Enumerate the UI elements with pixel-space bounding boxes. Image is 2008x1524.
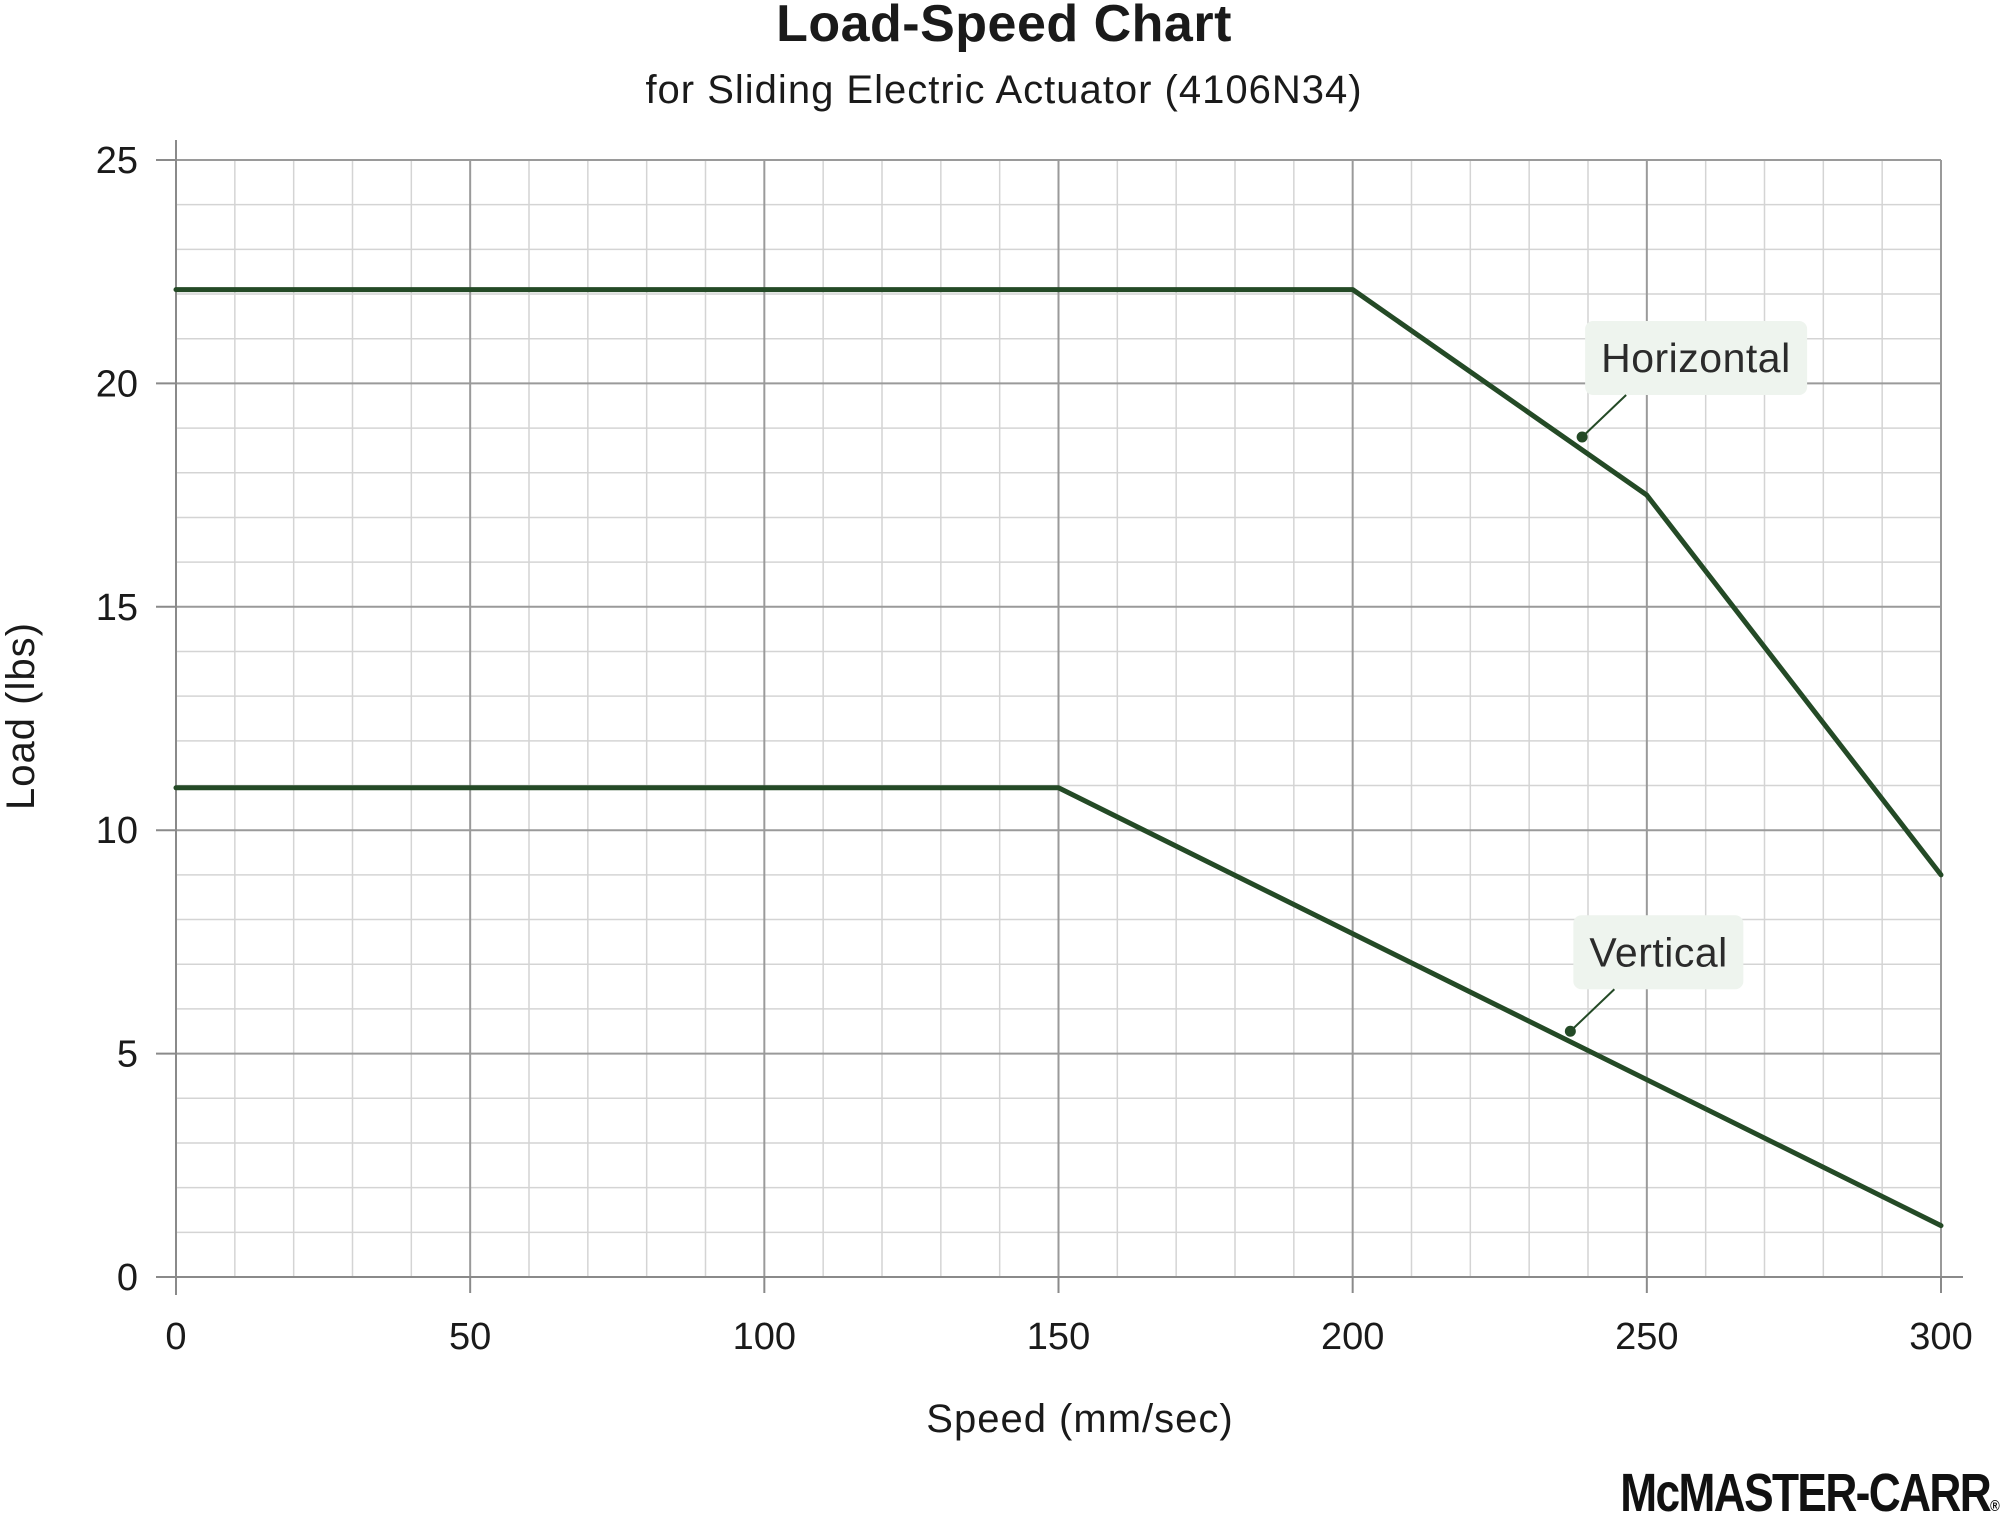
- y-tick-label: 5: [117, 1034, 138, 1076]
- x-tick-label: 50: [449, 1316, 491, 1358]
- x-tick-label: 250: [1615, 1316, 1678, 1358]
- logo-text: McMASTER-CARR: [1620, 1463, 1992, 1523]
- x-tick-label: 150: [1027, 1316, 1090, 1358]
- y-tick-label: 10: [96, 810, 138, 852]
- series-line-vertical: [173, 785, 1944, 1229]
- x-axis-ticks: 0 50 100 150 200 250 300: [165, 1277, 1973, 1358]
- y-tick-label: 15: [96, 587, 138, 629]
- annotation-dot: [1576, 431, 1588, 443]
- x-tick-label: 0: [165, 1316, 186, 1358]
- y-tick-label: 20: [96, 363, 138, 405]
- x-tick-label: 100: [733, 1316, 796, 1358]
- series-line-horizontal: [173, 287, 1944, 878]
- series-annotations: Horizontal Vertical: [1564, 321, 1808, 1037]
- y-axis-ticks: 0 5 10 15 20 25: [96, 140, 176, 1299]
- chart-subtitle: for Sliding Electric Actuator (4106N34): [645, 68, 1363, 112]
- registered-mark: ®: [1990, 1498, 2000, 1515]
- series-lines: [173, 287, 1944, 1229]
- mcmaster-carr-logo: McMASTER-CARR®: [1621, 1462, 2000, 1524]
- annotation-label: Horizontal: [1601, 335, 1791, 381]
- x-tick-label: 200: [1321, 1316, 1384, 1358]
- annotation-horizontal: Horizontal: [1576, 321, 1808, 443]
- annotation-leader: [1581, 394, 1627, 438]
- x-tick-label: 300: [1909, 1316, 1972, 1358]
- annotation-dot: [1564, 1025, 1576, 1037]
- annotation-leader: [1569, 988, 1616, 1032]
- y-tick-label: 0: [117, 1257, 138, 1299]
- x-axis-label: Speed (mm/sec): [926, 1397, 1233, 1441]
- y-tick-label: 25: [96, 140, 138, 182]
- annotation-vertical: Vertical: [1564, 915, 1744, 1037]
- annotation-label: Vertical: [1589, 929, 1727, 975]
- annotation-box: [1573, 915, 1744, 990]
- y-axis-label: Load (lbs): [0, 622, 43, 810]
- chart-title: Load-Speed Chart: [776, 0, 1232, 53]
- annotation-box: [1585, 321, 1808, 396]
